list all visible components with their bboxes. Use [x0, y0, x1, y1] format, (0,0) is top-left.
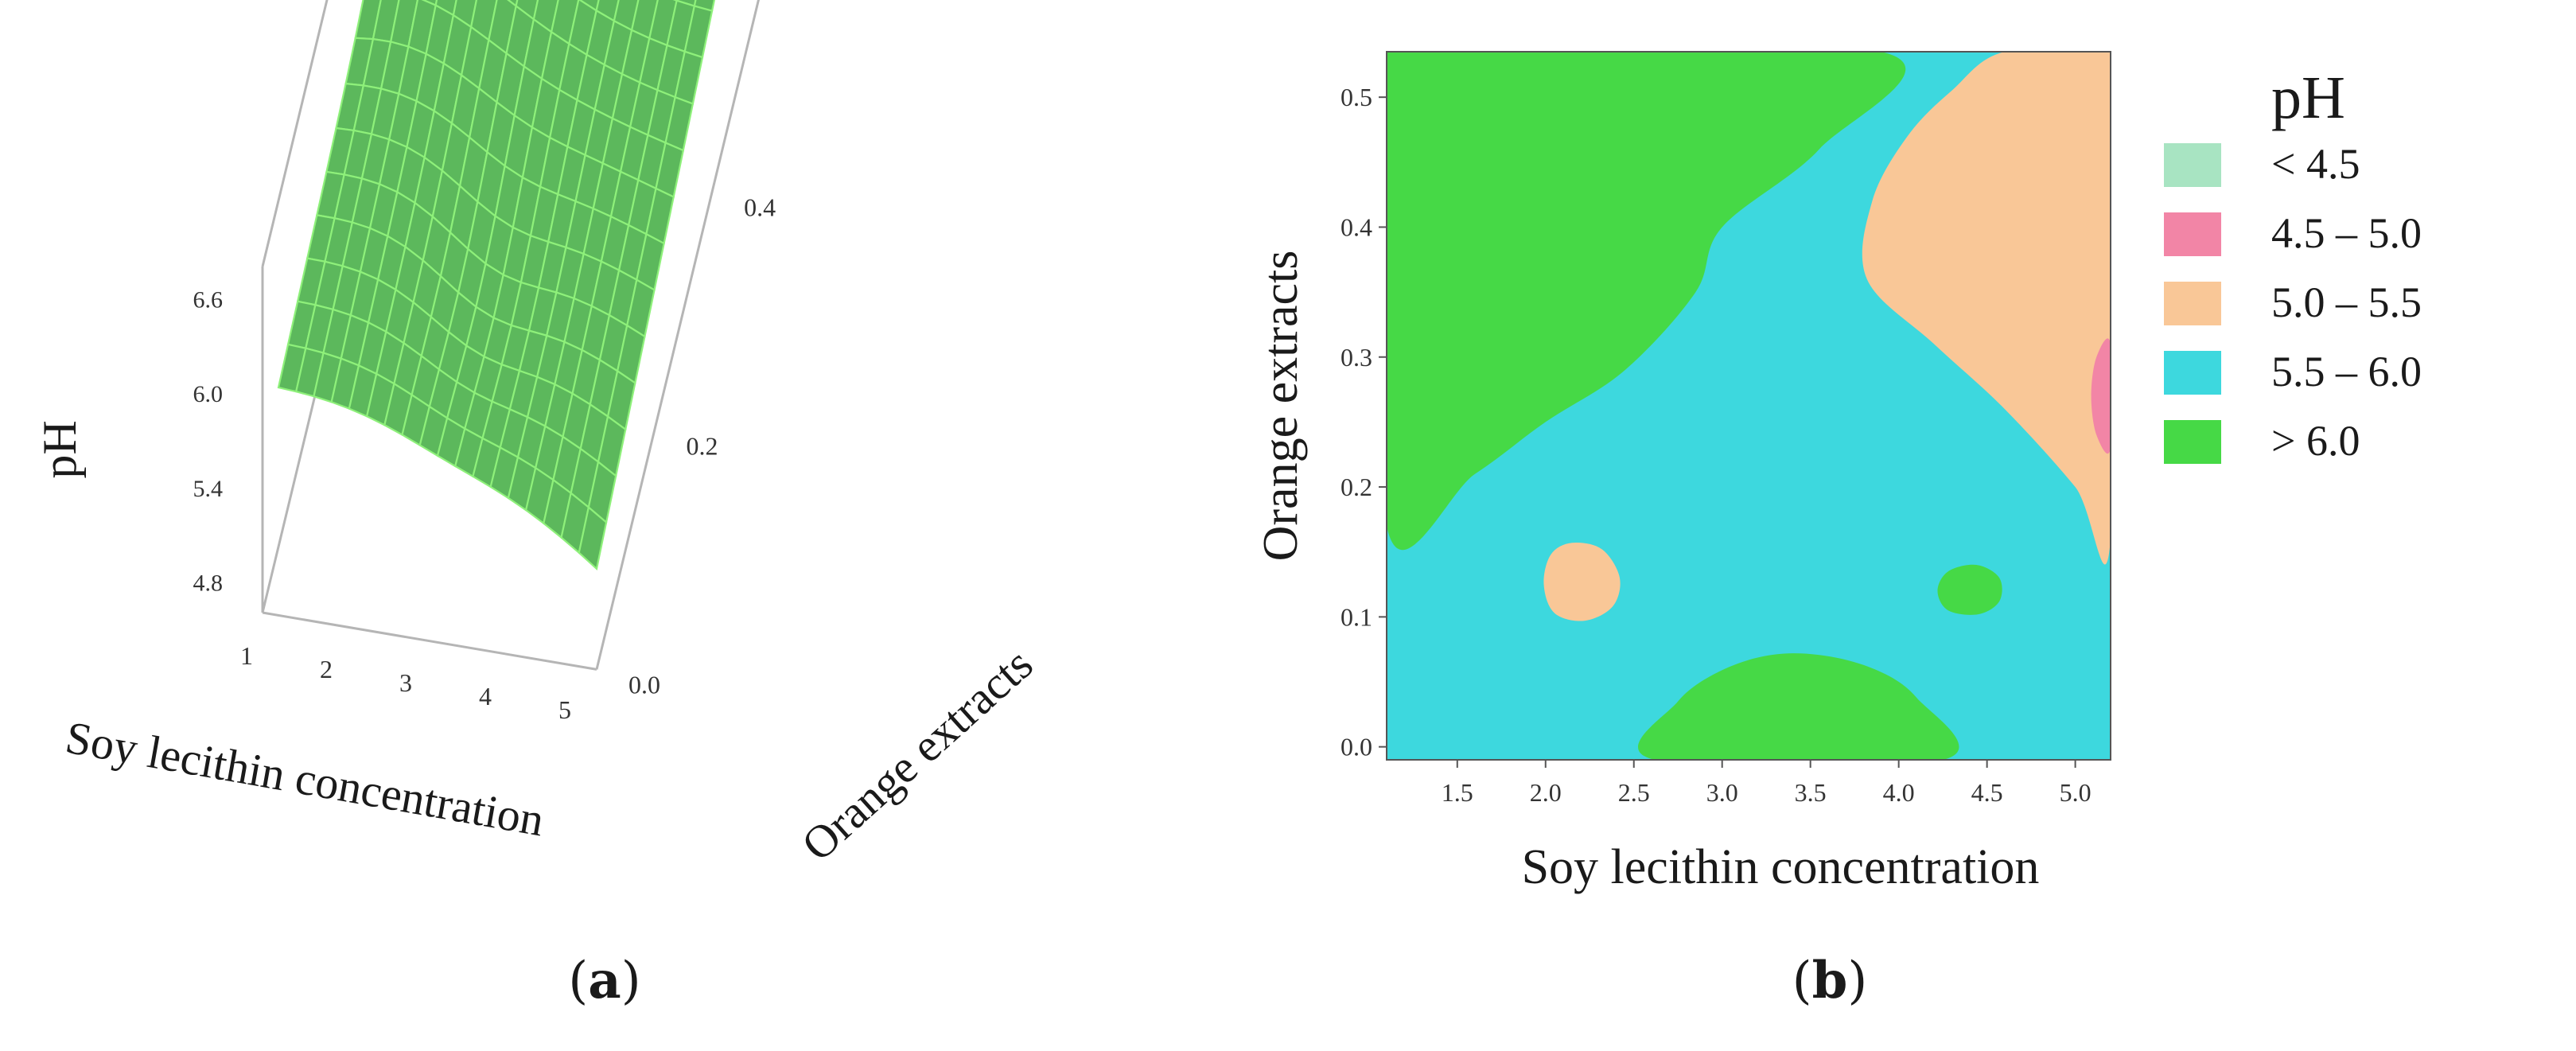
contour-plot-svg: 1.5 2.0 2.5 3.0 3.5 4.0 4.5 5.0 0.0 0.1 0.2 0.3 0.4 0… [1254, 51, 2422, 894]
y-tick-label: 0.1 [1341, 602, 1372, 631]
y-tick-label: 0.3 [1341, 343, 1372, 372]
x-tick-label: 2 [320, 655, 333, 683]
y-tick-label: 0.2 [687, 431, 718, 460]
x-tick-label: 1.5 [1442, 778, 1473, 807]
contour-region [1638, 653, 1959, 760]
x-axis-title: Soy lecithin concentration [1522, 840, 2040, 894]
contour-region [1937, 564, 2002, 615]
legend-title: pH [2271, 64, 2345, 131]
legend-label: 4.5 – 5.0 [2271, 209, 2422, 257]
legend-label: 5.5 – 6.0 [2271, 348, 2422, 395]
x-tick-label: 4.5 [1971, 778, 2003, 807]
y-tick-label: 0.4 [1341, 212, 1372, 241]
z-tick-label: 6.0 [193, 381, 224, 407]
z-tick-label: 4.8 [193, 570, 224, 596]
x-tick-label: 5.0 [2060, 778, 2092, 807]
y-tick-label: 0.0 [628, 670, 660, 699]
contour-region [1862, 52, 2111, 565]
y-tick-label: 0.0 [1341, 733, 1372, 761]
x-tick-label: 3 [399, 668, 412, 697]
y-axis-title: Orange extracts [792, 638, 1042, 871]
z-tick-label: 5.4 [193, 476, 224, 502]
legend-swatch [2164, 420, 2221, 464]
surface [277, 0, 716, 571]
y-tick-label: 0.5 [1341, 83, 1372, 111]
y-axis-title: Orange extracts [1254, 251, 1308, 562]
legend-label: > 6.0 [2271, 417, 2360, 465]
surface-cell [578, 505, 608, 571]
y-tick-label: 0.4 [744, 193, 776, 221]
x-tick-label: 3.0 [1706, 778, 1738, 807]
z-tick-label: 6.6 [193, 287, 224, 313]
x-tick-label: 1 [240, 641, 253, 670]
legend-label: 5.0 – 5.5 [2271, 278, 2422, 326]
contour-region [2091, 338, 2111, 454]
z-axis-title: pH [33, 420, 86, 478]
legend-swatch [2164, 282, 2221, 325]
contour-region [1387, 52, 1906, 551]
legend: pH < 4.5 4.5 – 5.0 5.0 – 5.5 5.5 – 6.0 > 6.0 [2164, 64, 2422, 465]
y-tick-label: 0.2 [1341, 473, 1372, 501]
x-tick-label: 4 [479, 682, 492, 710]
legend-swatch [2164, 212, 2221, 256]
contour-region [1543, 543, 1621, 621]
legend-swatch [2164, 351, 2221, 395]
x-tick-label: 5 [558, 695, 571, 724]
x-tick-label: 2.0 [1530, 778, 1562, 807]
plot-frame [1386, 51, 2111, 761]
x-tick-label: 4.0 [1883, 778, 1915, 807]
panel-b-contour-plot: 1.5 2.0 2.5 3.0 3.5 4.0 4.5 5.0 0.0 0.1 0.2 0.3 0.4 0… [1241, 0, 2576, 1051]
caption-b: (b) [1792, 951, 1868, 1010]
caption-a: (a) [568, 951, 641, 1010]
x-tick-label: 2.5 [1618, 778, 1650, 807]
legend-swatch [2164, 143, 2221, 187]
legend-label: < 4.5 [2271, 140, 2360, 188]
x-axis-title: Soy lecithin concentration [62, 711, 548, 847]
contour-regions [1387, 52, 2111, 760]
x-tick-label: 3.5 [1795, 778, 1827, 807]
